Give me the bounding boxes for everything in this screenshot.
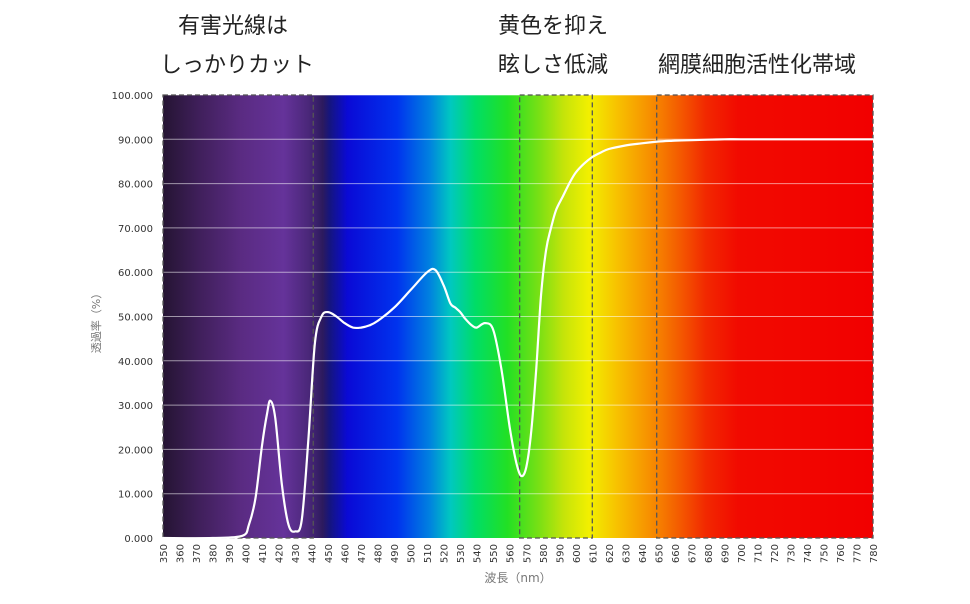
x-axis: 350 360 370 380 390 400 410 420 430 440 450 460 470 4…: [159, 544, 880, 563]
x-tick-label: 360: [176, 544, 187, 563]
x-tick-label: 730: [786, 544, 797, 563]
x-tick-label: 480: [374, 544, 385, 563]
x-tick-label: 350: [159, 544, 170, 563]
annotation-yellow-line1: 黄色を抑え: [498, 14, 609, 39]
x-tick-label: 370: [192, 544, 203, 563]
y-tick-label: 50.000: [118, 313, 153, 324]
x-tick-label: 550: [489, 544, 500, 563]
x-tick-label: 530: [456, 544, 467, 563]
x-tick-label: 620: [605, 544, 616, 563]
y-axis: 0.000 10.000 20.000 30.000 40.000 50.000 60.00…: [112, 91, 153, 545]
y-tick-label: 100.000: [112, 91, 153, 102]
x-tick-label: 390: [225, 544, 236, 563]
region-box: [656, 94, 874, 539]
x-tick-label: 490: [390, 544, 401, 563]
x-tick-label: 780: [869, 544, 880, 563]
x-tick-label: 680: [704, 544, 715, 563]
x-tick-label: 410: [258, 544, 269, 563]
x-tick-label: 630: [621, 544, 632, 563]
y-tick-label: 80.000: [118, 180, 153, 191]
x-tick-label: 520: [440, 544, 451, 563]
y-tick-label: 70.000: [118, 224, 153, 235]
y-tick-label: 30.000: [118, 401, 153, 412]
x-tick-label: 610: [588, 544, 599, 563]
x-tick-label: 580: [539, 544, 550, 563]
x-tick-label: 710: [753, 544, 764, 563]
y-tick-label: 40.000: [118, 357, 153, 368]
x-tick-label: 440: [308, 544, 319, 563]
transmittance-line: [161, 138, 875, 540]
x-tick-label: 420: [275, 544, 286, 563]
x-axis-label: 波長（nm）: [484, 571, 551, 585]
y-tick-label: 20.000: [118, 445, 153, 456]
y-axis-label: 透過率（%）: [89, 288, 103, 353]
annotation-retina: 網膜細胞活性化帯域: [658, 53, 857, 78]
x-tick-label: 400: [242, 544, 253, 563]
x-tick-label: 560: [506, 544, 517, 563]
x-tick-label: 510: [423, 544, 434, 563]
x-tick-label: 600: [572, 544, 583, 563]
x-tick-label: 430: [291, 544, 302, 563]
y-tick-label: 10.000: [118, 490, 153, 501]
x-tick-label: 640: [638, 544, 649, 563]
x-tick-label: 660: [671, 544, 682, 563]
y-tick-label: 60.000: [118, 268, 153, 279]
region-box: [162, 94, 314, 539]
annotation-uv-line1: 有害光線は: [178, 14, 289, 39]
x-tick-label: 720: [770, 544, 781, 563]
x-tick-label: 380: [209, 544, 220, 563]
x-tick-label: 590: [555, 544, 566, 563]
x-tick-label: 690: [720, 544, 731, 563]
region-box: [519, 94, 593, 539]
y-tick-label: 90.000: [118, 135, 153, 146]
annotation-yellow-line2: 眩しさ低減: [498, 53, 609, 78]
x-tick-label: 700: [737, 544, 748, 563]
x-tick-label: 750: [819, 544, 830, 563]
x-tick-label: 540: [473, 544, 484, 563]
y-tick-label: 0.000: [124, 534, 153, 545]
x-tick-label: 760: [836, 544, 847, 563]
region-boxes: [162, 94, 874, 539]
x-tick-label: 460: [341, 544, 352, 563]
x-tick-label: 570: [522, 544, 533, 563]
x-tick-label: 470: [357, 544, 368, 563]
annotation-uv-line2: しっかりカット: [160, 53, 315, 78]
x-tick-label: 770: [852, 544, 863, 563]
x-tick-label: 500: [407, 544, 418, 563]
x-tick-label: 650: [654, 544, 665, 563]
x-tick-label: 670: [687, 544, 698, 563]
x-tick-label: 740: [803, 544, 814, 563]
x-tick-label: 450: [324, 544, 335, 563]
